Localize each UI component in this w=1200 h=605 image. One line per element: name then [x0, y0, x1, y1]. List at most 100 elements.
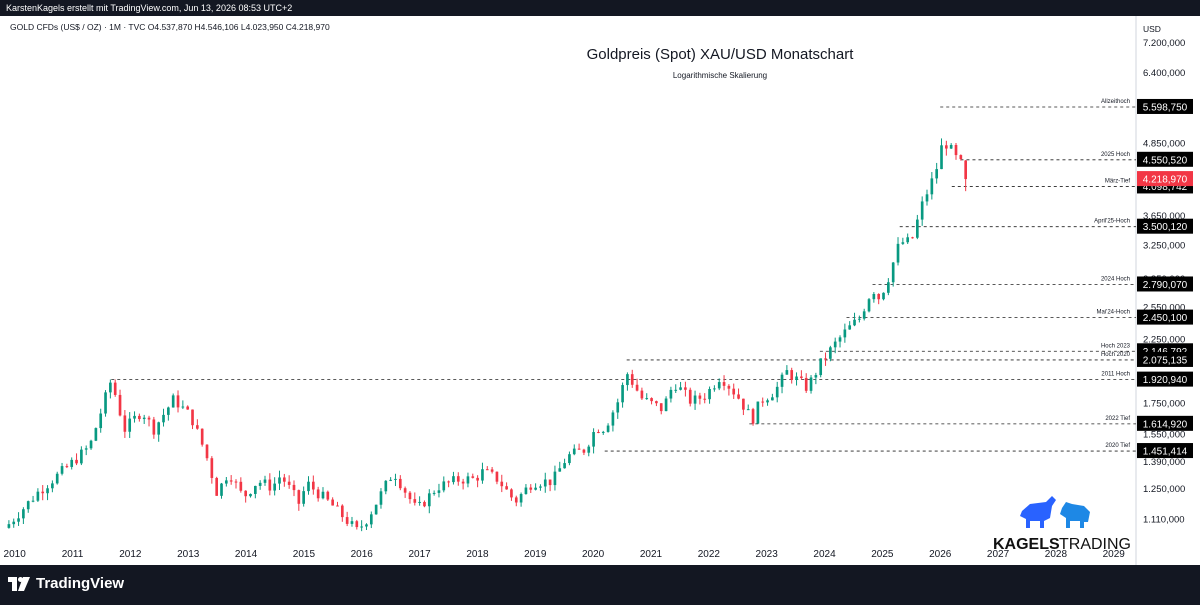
- candle-body: [867, 299, 871, 312]
- candle-body: [437, 490, 441, 493]
- candle-body: [365, 524, 368, 527]
- candle-body: [940, 145, 943, 170]
- candle-body: [389, 479, 392, 481]
- candle-body: [664, 398, 668, 412]
- candle-body: [848, 325, 852, 330]
- level-label: Mai'24-Hoch: [1097, 310, 1131, 316]
- level-label: Allzeithoch: [1101, 99, 1130, 105]
- candle-body: [326, 491, 330, 500]
- candle-body: [167, 407, 170, 415]
- chart-title: Goldpreis (Spot) XAU/USD Monatschart: [587, 46, 855, 63]
- tradingview-logo-icon: [8, 576, 30, 591]
- x-tick-label: 2021: [640, 549, 663, 560]
- x-tick-label: 2023: [756, 549, 779, 560]
- candle-body: [964, 160, 967, 180]
- candle-body: [727, 385, 731, 389]
- candle-body: [597, 432, 600, 434]
- candle-body: [31, 500, 35, 502]
- bear-icon: [1060, 502, 1090, 528]
- price-label-box: [1137, 218, 1193, 234]
- candle-body: [80, 449, 83, 464]
- candle-body: [355, 521, 359, 528]
- candle-body: [645, 398, 649, 400]
- y-tick-label: 1.110,000: [1143, 514, 1185, 525]
- tradingview-logo[interactable]: TradingView: [8, 575, 124, 592]
- candle-body: [930, 178, 934, 195]
- candle-body: [249, 493, 252, 497]
- candle-body: [225, 480, 228, 484]
- candle-body: [563, 463, 566, 469]
- candle-body: [109, 382, 112, 393]
- candle-body: [268, 479, 272, 491]
- candle-body: [442, 481, 446, 491]
- candle-body: [258, 482, 262, 486]
- candle-body: [872, 293, 876, 300]
- candle-body: [577, 448, 581, 450]
- candle-body: [495, 471, 499, 482]
- price-label-box: [1137, 98, 1193, 114]
- candle-body: [41, 491, 45, 494]
- candle-body: [205, 444, 209, 459]
- candle-body: [819, 358, 823, 376]
- candle-body: [360, 526, 363, 528]
- price-label-text: 4.550,520: [1143, 155, 1188, 166]
- candle-body: [949, 144, 953, 149]
- candle-body: [65, 466, 69, 468]
- candle-body: [925, 194, 929, 202]
- candle-body: [500, 481, 504, 487]
- footer-bar: TradingView: [0, 565, 1200, 605]
- candle-body: [244, 490, 247, 497]
- candle-body: [553, 471, 557, 486]
- y-axis-unit-label: USD: [1143, 24, 1161, 34]
- candle-body: [877, 293, 881, 300]
- chart-frame: 7.200,000 6.400,000 4.850,000 3.650,000 3.25…: [0, 16, 1200, 565]
- chart-svg[interactable]: 7.200,000 6.400,000 4.850,000 3.650,000 3.25…: [0, 16, 1200, 565]
- price-label-text: 1.920,940: [1143, 375, 1188, 386]
- candle-body: [838, 337, 842, 342]
- candle-body: [858, 318, 861, 320]
- candle-body: [104, 392, 107, 414]
- candle-body: [408, 492, 412, 500]
- candle-body: [331, 499, 334, 506]
- candle-body: [616, 402, 620, 413]
- price-label-text: 1.451,414: [1143, 447, 1188, 458]
- candle-body: [152, 419, 156, 435]
- level-label: 2020 Tief: [1105, 443, 1130, 449]
- level-label: Hoch 2020: [1101, 352, 1131, 358]
- candle-body: [413, 499, 417, 503]
- candle-body: [138, 415, 141, 420]
- candle-body: [181, 406, 185, 408]
- kagels-logo-word-trading: TRADING: [1059, 536, 1131, 553]
- candle-body: [311, 481, 315, 490]
- candle-body: [679, 387, 682, 390]
- x-tick-label: 2019: [524, 549, 547, 560]
- candle-body: [568, 454, 571, 464]
- candle-body: [394, 478, 397, 480]
- y-tick-label: 2.250,000: [1143, 334, 1185, 345]
- candle-body: [514, 497, 518, 503]
- candle-body: [737, 394, 740, 399]
- candle-body: [891, 262, 895, 283]
- candle-body: [447, 481, 450, 483]
- chart-subtitle: Logarithmische Skalierung: [673, 71, 767, 80]
- candle-body: [896, 243, 900, 263]
- candle-body: [771, 397, 774, 401]
- candle-body: [374, 504, 378, 515]
- candle-body: [920, 201, 924, 220]
- bull-icon: [1020, 496, 1056, 528]
- candle-body: [756, 401, 760, 424]
- candle-body: [640, 390, 644, 399]
- candle-body: [316, 489, 320, 499]
- candle-body: [684, 387, 687, 390]
- y-tick-label: 6.400,000: [1143, 68, 1185, 79]
- candle-body: [824, 358, 827, 360]
- candle-body: [587, 446, 591, 453]
- candle-body: [785, 370, 789, 375]
- candle-body: [466, 476, 470, 484]
- candle-body: [234, 481, 238, 483]
- candle-body: [611, 412, 615, 426]
- candle-body: [626, 374, 629, 386]
- candle-body: [635, 384, 639, 391]
- candle-body: [693, 395, 697, 404]
- candle-body: [340, 505, 344, 518]
